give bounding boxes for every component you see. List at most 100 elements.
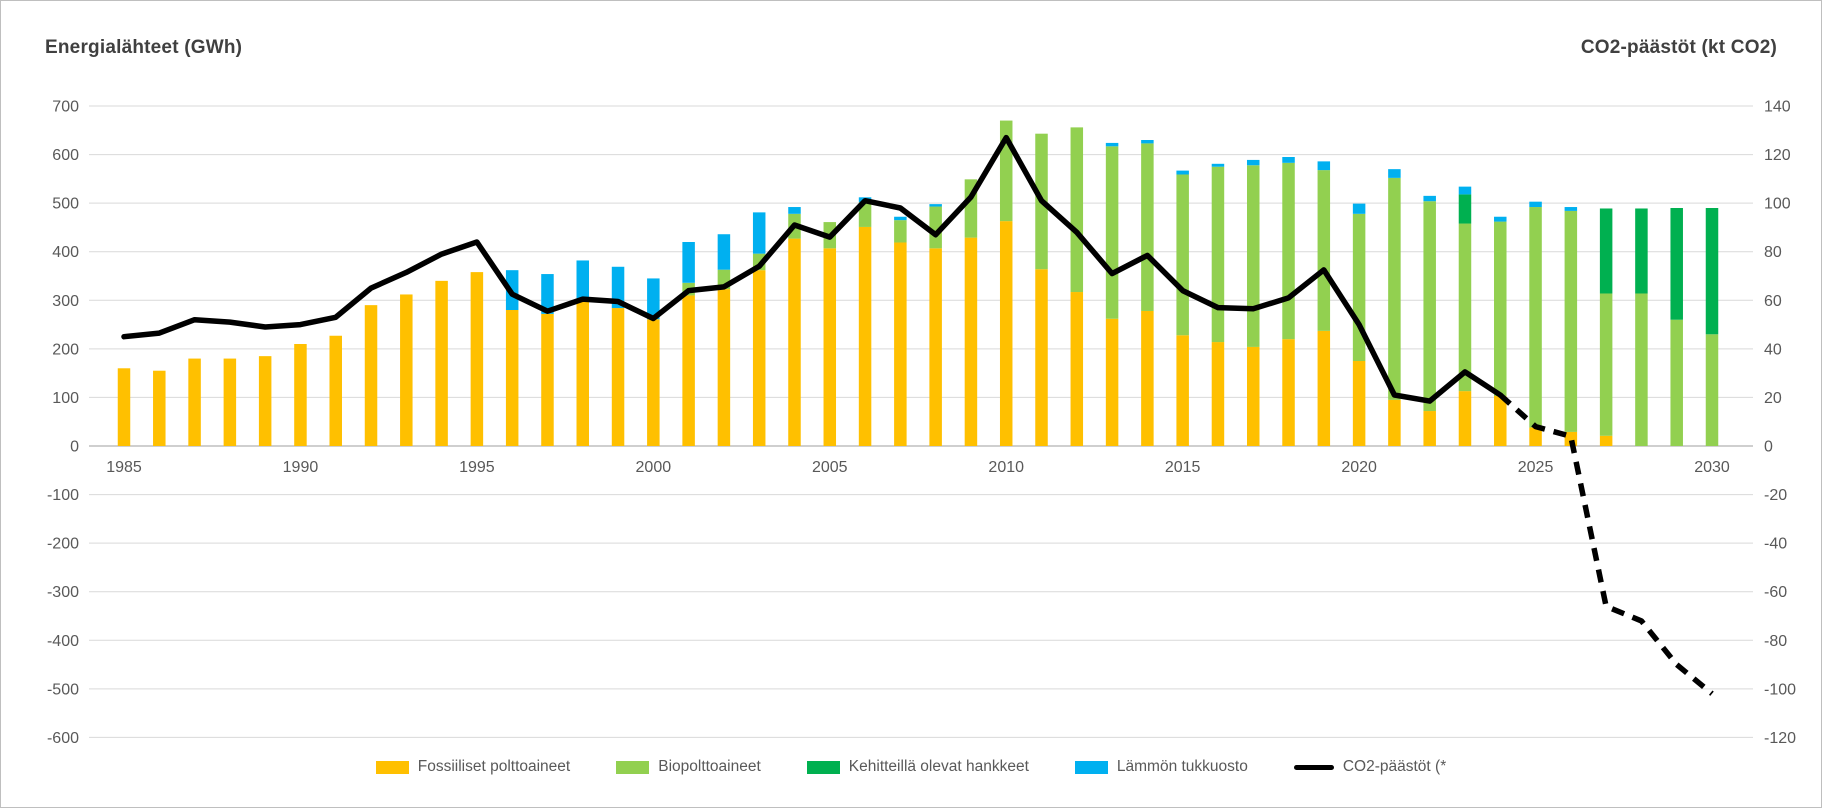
bar-segment-2019 bbox=[1317, 161, 1331, 171]
right-axis-tick-label: 80 bbox=[1764, 244, 1782, 261]
bar-segment-1999 bbox=[611, 308, 625, 446]
x-axis-tick-label: 2020 bbox=[1341, 459, 1377, 476]
bar-segment-2004 bbox=[788, 207, 801, 214]
bar-segment-2027 bbox=[1599, 435, 1613, 446]
x-axis-tick-label: 1985 bbox=[106, 459, 142, 476]
bar-segment-1995 bbox=[470, 272, 484, 446]
bar-segment-2028 bbox=[1635, 208, 1648, 294]
bar-segment-2020 bbox=[1352, 203, 1366, 214]
bar-segment-2005 bbox=[823, 248, 837, 446]
bar-segment-2025 bbox=[1529, 427, 1542, 446]
right-axis-tick-label: -40 bbox=[1764, 536, 1787, 553]
bar-segment-2030 bbox=[1705, 334, 1719, 446]
legend-item-1: Fossiiliset polttoaineet bbox=[375, 758, 570, 776]
bar-segment-1986 bbox=[153, 370, 166, 446]
bar-segment-2013 bbox=[1105, 142, 1119, 147]
bar-segment-2003 bbox=[752, 270, 766, 446]
bar-segment-2006 bbox=[858, 202, 872, 227]
bar-segment-2018 bbox=[1282, 157, 1295, 163]
bar-segment-1998 bbox=[576, 260, 590, 302]
bar-segment-2017 bbox=[1246, 165, 1260, 347]
bar-segment-1989 bbox=[258, 356, 272, 446]
x-axis-tick-label: 2010 bbox=[988, 459, 1024, 476]
x-axis-tick-label: 2000 bbox=[636, 459, 672, 476]
bar-segment-2014 bbox=[1141, 140, 1154, 144]
bar-segment-2023 bbox=[1458, 186, 1472, 195]
x-axis-tick-label: 2005 bbox=[812, 459, 848, 476]
bar-segment-2029 bbox=[1670, 319, 1683, 446]
legend-item-5: CO2-päästöt (* bbox=[1293, 758, 1447, 776]
bar-segment-1996 bbox=[505, 310, 519, 446]
bar-segment-2022 bbox=[1423, 195, 1436, 202]
bar-segment-2015 bbox=[1176, 174, 1189, 336]
left-axis-tick-label: 600 bbox=[52, 147, 79, 164]
bar-segment-2016 bbox=[1211, 342, 1225, 446]
bar-segment-2024 bbox=[1494, 395, 1507, 446]
bar-segment-1997 bbox=[541, 313, 554, 446]
bar-segment-1993 bbox=[400, 294, 413, 446]
bar-segment-2015 bbox=[1176, 335, 1189, 446]
bar-segment-2002 bbox=[717, 289, 731, 446]
co2-line-dashed-projection bbox=[1498, 392, 1714, 696]
bar-segment-2024 bbox=[1494, 221, 1507, 396]
bar-segment-2027 bbox=[1599, 293, 1613, 436]
bar-segment-2000 bbox=[647, 278, 660, 320]
right-axis-tick-label: 100 bbox=[1764, 196, 1791, 213]
left-axis-tick-label: -300 bbox=[47, 584, 79, 601]
x-axis-tick-label: 2015 bbox=[1165, 459, 1201, 476]
bar-segment-2021 bbox=[1388, 399, 1401, 446]
legend-item-2: Biopolttoaineet bbox=[616, 758, 761, 776]
bar-segment-2014 bbox=[1141, 310, 1154, 446]
bar-segment-2006 bbox=[858, 226, 872, 446]
bar-segment-1998 bbox=[576, 301, 590, 446]
bar-segment-2002 bbox=[717, 234, 731, 270]
left-axis-tick-label: -200 bbox=[47, 536, 79, 553]
legend-label: CO2-päästöt (* bbox=[1342, 758, 1447, 775]
x-axis-tick-label: 2025 bbox=[1518, 459, 1554, 476]
bar-segment-1991 bbox=[329, 335, 342, 446]
bar-segment-2013 bbox=[1105, 146, 1119, 319]
bar-segment-2029 bbox=[1670, 208, 1683, 320]
legend-label: Kehitteillä olevat hankkeet bbox=[848, 758, 1029, 775]
bar-segment-1997 bbox=[541, 274, 554, 314]
bar-segment-2003 bbox=[752, 212, 766, 254]
bar-segment-2018 bbox=[1282, 339, 1295, 446]
bar-segment-1987 bbox=[188, 358, 201, 446]
bar-segment-2024 bbox=[1494, 216, 1507, 222]
bar-segment-2026 bbox=[1564, 210, 1578, 432]
bar-segment-2008 bbox=[929, 206, 942, 249]
bar-segment-2010 bbox=[999, 221, 1013, 446]
bar-segment-2023 bbox=[1458, 194, 1472, 224]
left-axis-tick-label: 200 bbox=[52, 341, 79, 358]
bar-segment-1990 bbox=[294, 344, 307, 446]
legend-color-swatch bbox=[806, 760, 840, 774]
co2-line-solid bbox=[121, 134, 1504, 404]
bar-segment-1988 bbox=[223, 358, 237, 446]
bar-segment-2025 bbox=[1529, 201, 1542, 208]
bar-segment-2012 bbox=[1070, 127, 1084, 293]
bar-segment-2007 bbox=[894, 242, 907, 446]
bar-segment-2008 bbox=[929, 204, 942, 207]
right-axis-tick-label: -60 bbox=[1764, 584, 1787, 601]
left-axis-title: Energialähteet (GWh) bbox=[45, 37, 243, 58]
chart-legend: Fossiiliset polttoaineet Biopolttoaineet K… bbox=[1, 758, 1821, 776]
bar-segment-2008 bbox=[929, 248, 942, 446]
bar-segment-2013 bbox=[1105, 318, 1119, 446]
bar-segment-2023 bbox=[1458, 223, 1472, 392]
x-axis-tick-label: 1990 bbox=[283, 459, 319, 476]
bar-segment-2007 bbox=[894, 220, 907, 243]
legend-color-swatch bbox=[375, 760, 409, 774]
left-axis-tick-label: -100 bbox=[47, 487, 79, 504]
bar-segment-2021 bbox=[1388, 177, 1401, 400]
bar-segment-2001 bbox=[682, 295, 695, 446]
bar-segment-2001 bbox=[682, 242, 695, 283]
bar-segment-2012 bbox=[1070, 292, 1084, 446]
bar-segment-1985 bbox=[117, 368, 131, 446]
bar-segment-2017 bbox=[1246, 159, 1260, 166]
bar-segment-2022 bbox=[1423, 201, 1436, 412]
left-axis-tick-label: 100 bbox=[52, 390, 79, 407]
bar-segment-2030 bbox=[1705, 208, 1719, 335]
left-axis-tick-label: 300 bbox=[52, 293, 79, 310]
